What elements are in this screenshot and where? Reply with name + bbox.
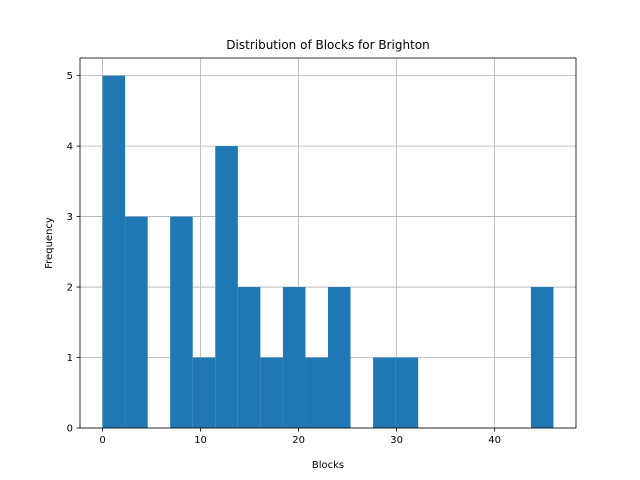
histogram-bar [102, 75, 126, 428]
x-tick-label: 40 [488, 435, 501, 446]
histogram-bar [373, 357, 396, 428]
x-tick-label: 0 [99, 435, 105, 446]
x-axis-ticks: 0 10 20 30 40 [99, 428, 501, 446]
histogram-bar [125, 216, 148, 428]
histogram-bars [102, 75, 554, 428]
histogram-bar [170, 216, 193, 428]
y-tick-label: 1 [67, 353, 73, 364]
y-tick-label: 4 [67, 142, 73, 153]
histogram-bar [395, 357, 419, 428]
histogram-bar [530, 287, 554, 428]
histogram-bar [192, 357, 216, 428]
x-tick-label: 10 [194, 435, 207, 446]
y-axis-ticks: 0 1 2 3 4 5 [67, 71, 80, 435]
y-axis-label: Frequency [44, 217, 55, 269]
axes-frame [79, 57, 577, 429]
y-tick-label: 5 [67, 71, 73, 82]
histogram-bar [282, 287, 306, 428]
histogram-bar [305, 357, 328, 428]
histogram-bar [215, 146, 238, 428]
y-tick-label: 2 [67, 283, 73, 294]
x-axis-label: Blocks [312, 460, 344, 471]
y-tick-label: 0 [67, 424, 73, 435]
histogram-bar [237, 287, 261, 428]
histogram-bar [260, 357, 283, 428]
x-tick-label: 30 [390, 435, 403, 446]
x-tick-label: 20 [292, 435, 305, 446]
chart-title: Distribution of Blocks for Brighton [226, 38, 429, 52]
y-tick-label: 3 [67, 212, 73, 223]
histogram-bar [328, 287, 351, 428]
